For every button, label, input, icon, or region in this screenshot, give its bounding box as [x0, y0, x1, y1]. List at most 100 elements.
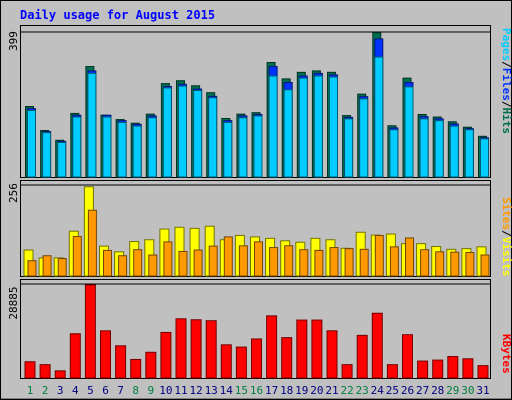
day-label-22: 22 [340, 384, 353, 397]
pages-bar-day-22 [344, 118, 354, 178]
pages-bar-day-19 [298, 77, 308, 178]
kbytes-bar-day-20 [311, 319, 323, 379]
kbytes-bar-day-8 [130, 358, 142, 379]
pages-bar-day-27 [419, 118, 429, 178]
day-label-15: 15 [235, 384, 248, 397]
day-label-5: 5 [87, 384, 94, 397]
day-label-9: 9 [147, 384, 154, 397]
day-label-10: 10 [159, 384, 172, 397]
svg-text:Sites/Visits: Sites/Visits [500, 197, 512, 277]
sites-bar-day-2 [42, 255, 52, 277]
day-label-24: 24 [371, 384, 385, 397]
kbytes-bar-day-30 [462, 358, 474, 379]
day-label-18: 18 [280, 384, 293, 397]
sites-bar-day-22 [344, 248, 354, 277]
kbytes-bar-day-4 [69, 333, 81, 379]
pages-bar-day-4 [72, 116, 82, 178]
sites-bar-day-1 [27, 260, 37, 277]
pages-bar-day-20 [313, 75, 323, 178]
kbytes-bar-day-6 [100, 330, 111, 379]
sites-bar-day-5 [87, 209, 97, 277]
day-label-30: 30 [461, 384, 474, 397]
sites-bar-day-3 [57, 258, 67, 277]
day-label-17: 17 [265, 384, 278, 397]
visits-panel-ymax-label: 256 [7, 183, 20, 203]
pages-bar-day-17 [268, 75, 278, 178]
hits-panel-ymax-label: 399 [7, 31, 20, 51]
pages-bar-day-12 [193, 90, 203, 178]
pages-bar-day-2 [42, 132, 52, 178]
sites-bar-day-11 [178, 250, 188, 277]
pages-bar-day-30 [464, 129, 474, 178]
day-label-23: 23 [356, 384, 369, 397]
sites-bar-day-4 [72, 236, 82, 277]
kbytes-bar-day-19 [296, 319, 308, 379]
sites-bar-day-9 [148, 254, 158, 277]
day-label-31: 31 [476, 384, 489, 397]
pages-bar-day-7 [117, 121, 127, 178]
day-label-2: 2 [42, 384, 49, 397]
pages-bar-day-18 [283, 89, 293, 178]
legend-visits: Visits [500, 237, 512, 277]
visits-panel-legend: Sites/Visits [500, 197, 512, 277]
kbytes-panel-legend: KBytes [500, 334, 512, 374]
sites-bar-day-7 [118, 255, 128, 277]
day-label-25: 25 [386, 384, 399, 397]
pages-bar-day-23 [359, 98, 369, 178]
sites-bar-day-26 [405, 237, 414, 277]
day-label-19: 19 [295, 384, 308, 397]
svg-text:Pages/Files/Hits: Pages/Files/Hits [500, 28, 512, 134]
sites-bar-day-19 [299, 249, 309, 277]
pages-bar-day-15 [238, 117, 248, 178]
pages-bar-day-25 [389, 129, 399, 178]
sites-bar-day-20 [314, 249, 324, 277]
kbytes-bar-day-24 [371, 312, 383, 379]
sites-bar-day-17 [269, 247, 279, 277]
kbytes-bar-day-29 [447, 356, 459, 379]
day-label-4: 4 [72, 384, 79, 397]
x-axis-day-labels: 1 2 3 4 5 6 7 8 9 10 11 12 13 14 15 16 17 18 19 20 21 22 23 24 2… [27, 384, 490, 397]
kbytes-panel-ymax-label: 28885 [7, 286, 20, 319]
sites-bar-day-24 [374, 234, 384, 277]
pages-bar-day-13 [208, 97, 218, 178]
kbytes-bar-day-14 [220, 344, 232, 379]
sites-bar-day-25 [389, 246, 399, 277]
pages-bar-day-11 [178, 85, 187, 178]
sites-bar-day-29 [450, 251, 460, 277]
day-label-7: 7 [117, 384, 124, 397]
kbytes-bar-day-3 [54, 370, 66, 379]
day-label-28: 28 [431, 384, 444, 397]
pages-bar-day-31 [480, 138, 489, 178]
sites-bar-day-13 [208, 245, 218, 277]
legend-pages: Pages [500, 28, 512, 61]
sites-bar-day-6 [103, 249, 112, 277]
kbytes-bar-day-21 [326, 330, 338, 379]
day-label-6: 6 [102, 384, 109, 397]
pages-bar-day-10 [162, 87, 172, 178]
day-label-14: 14 [220, 384, 234, 397]
kbytes-bar-day-15 [235, 346, 247, 379]
pages-bar-day-9 [147, 117, 157, 178]
kbytes-bar-day-23 [356, 334, 368, 379]
sites-bar-day-23 [359, 248, 369, 277]
day-label-16: 16 [250, 384, 263, 397]
pages-bar-day-3 [57, 141, 67, 178]
legend-hits: Hits [500, 108, 512, 135]
day-label-13: 13 [205, 384, 218, 397]
kbytes-bar-day-26 [402, 334, 413, 379]
kbytes-bar-day-27 [417, 360, 429, 379]
sites-bar-day-14 [223, 236, 233, 277]
pages-bar-day-24 [374, 56, 384, 178]
kbytes-bar-day-7 [115, 345, 127, 379]
day-label-27: 27 [416, 384, 429, 397]
day-label-29: 29 [446, 384, 459, 397]
sites-bar-day-16 [254, 241, 263, 277]
kbytes-bar-day-2 [39, 364, 51, 379]
kbytes-bar-day-9 [145, 351, 157, 379]
sites-bar-day-31 [480, 254, 490, 277]
kbytes-bar-day-5 [84, 284, 96, 379]
kbytes-bar-day-1 [24, 361, 36, 379]
legend-sites: Sites [500, 197, 512, 230]
kbytes-bar-day-28 [432, 359, 444, 379]
